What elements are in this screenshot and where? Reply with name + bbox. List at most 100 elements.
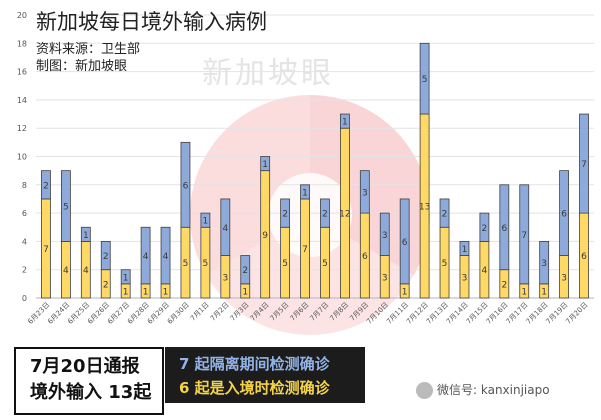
y-tick-label: 4	[22, 237, 27, 246]
data-label: 2	[322, 210, 328, 220]
data-label: 2	[282, 210, 288, 220]
bar-segment-quarantine-test	[60, 170, 71, 242]
y-tick-label: 10	[17, 153, 27, 162]
bar-segment-quarantine-test	[339, 113, 350, 129]
bar-segment-quarantine-test	[419, 42, 430, 115]
bar-segment-quarantine-test	[320, 198, 330, 228]
bar-segment-quarantine-test	[379, 212, 390, 256]
data-label: 5	[422, 75, 428, 85]
bar-segment-quarantine-test	[359, 170, 370, 214]
bar-segment-quarantine-test	[100, 240, 111, 271]
bar-segment-quarantine-test	[180, 141, 191, 228]
data-label: 2	[242, 266, 248, 276]
x-tick-label: 7月2日	[209, 301, 231, 323]
bar-segment-quarantine-test	[479, 212, 490, 242]
data-label: 1	[123, 273, 129, 283]
watermark-text: 新加坡眼	[202, 56, 334, 91]
data-label: 2	[482, 224, 488, 234]
detail-box: 7 起隔离期间检测确诊 6 起是入境时检测确诊	[165, 347, 365, 403]
data-label: 2	[103, 280, 109, 290]
y-tick-label: 20	[17, 11, 27, 20]
detail-line1: 7 起隔离期间检测确诊	[179, 355, 330, 373]
bar-segment-quarantine-test	[240, 255, 251, 285]
data-label: 2	[501, 280, 507, 290]
data-label: 1	[262, 160, 268, 170]
source-label: 资料来源：卫生部	[36, 42, 141, 57]
x-tick-label: 7月1日	[189, 301, 211, 323]
data-label: 3	[541, 259, 547, 269]
data-label: 7	[581, 160, 587, 170]
detail-line2: 6 起是入境时检测确诊	[179, 379, 330, 397]
data-label: 6	[581, 252, 587, 262]
y-axis: 0 2 4 6 8 10 12 14 16 18 20	[17, 11, 27, 303]
data-label: 1	[302, 188, 308, 198]
wechat-id: 微信号: kanxinjiapo	[416, 381, 550, 399]
data-label: 5	[63, 203, 69, 213]
data-label: 5	[442, 259, 448, 269]
y-tick-label: 16	[17, 68, 27, 77]
data-label: 4	[163, 252, 169, 262]
bar-segment-quarantine-test	[140, 226, 151, 285]
data-label: 7	[521, 231, 527, 241]
data-label: 6	[402, 238, 408, 248]
data-label: 5	[183, 259, 189, 269]
wechat-icon	[416, 382, 433, 399]
bar-segment-quarantine-test	[539, 240, 550, 285]
y-tick-label: 0	[22, 294, 27, 303]
bar-segment-quarantine-test	[559, 170, 570, 256]
data-label: 1	[163, 287, 169, 297]
bar-segment-quarantine-test	[499, 184, 510, 271]
bar-segment-quarantine-test	[399, 198, 410, 285]
bar-segment-quarantine-test	[220, 198, 231, 256]
bar-segment-quarantine-test	[519, 184, 530, 285]
summary-line2: 境外输入 13起	[30, 382, 152, 403]
data-label: 12	[339, 210, 350, 220]
data-label: 1	[521, 287, 527, 297]
data-label: 7	[302, 245, 308, 255]
data-label: 3	[222, 273, 228, 283]
data-label: 3	[561, 273, 567, 283]
summary-box: 7月20日通报 境外输入 13起	[14, 347, 164, 415]
y-tick-label: 2	[22, 266, 27, 275]
y-tick-label: 6	[22, 209, 27, 218]
data-label: 1	[402, 287, 408, 297]
wechat-label: 微信号: kanxinjiapo	[437, 383, 550, 397]
data-label: 3	[462, 273, 468, 283]
data-label: 6	[362, 252, 368, 262]
y-tick-label: 18	[17, 39, 27, 48]
data-label: 1	[83, 231, 89, 241]
data-label: 9	[262, 231, 268, 241]
data-label: 4	[143, 252, 149, 262]
chart-title: 新加坡每日境外输入病例	[36, 10, 267, 34]
data-label: 4	[63, 266, 69, 276]
data-label: 6	[561, 210, 567, 220]
y-tick-label: 12	[17, 124, 27, 133]
summary-line1: 7月20日通报	[30, 356, 140, 377]
y-tick-label: 14	[17, 96, 27, 105]
bar-segment-quarantine-test	[439, 198, 450, 228]
bar-segment-quarantine-test	[200, 212, 211, 228]
data-label: 5	[203, 259, 209, 269]
bar-segment-quarantine-test	[260, 156, 271, 172]
data-label: 3	[362, 188, 368, 198]
bar-segment-quarantine-test	[300, 184, 310, 200]
data-label: 1	[541, 287, 547, 297]
bar-segment-quarantine-test	[459, 240, 470, 256]
data-label: 5	[282, 259, 288, 269]
data-label: 5	[322, 259, 328, 269]
gridlines	[36, 14, 594, 299]
data-label: 2	[442, 210, 448, 220]
data-label: 1	[123, 287, 129, 297]
data-label: 4	[83, 266, 89, 276]
bar-segment-quarantine-test	[120, 269, 131, 285]
y-tick-label: 8	[22, 181, 27, 190]
data-label: 13	[419, 203, 430, 213]
data-label: 1	[342, 118, 348, 128]
data-label: 1	[242, 287, 248, 297]
data-label: 1	[143, 287, 149, 297]
data-label: 4	[222, 224, 228, 234]
maker-label: 制图：新加坡眼	[36, 59, 128, 74]
data-label: 6	[183, 181, 189, 191]
